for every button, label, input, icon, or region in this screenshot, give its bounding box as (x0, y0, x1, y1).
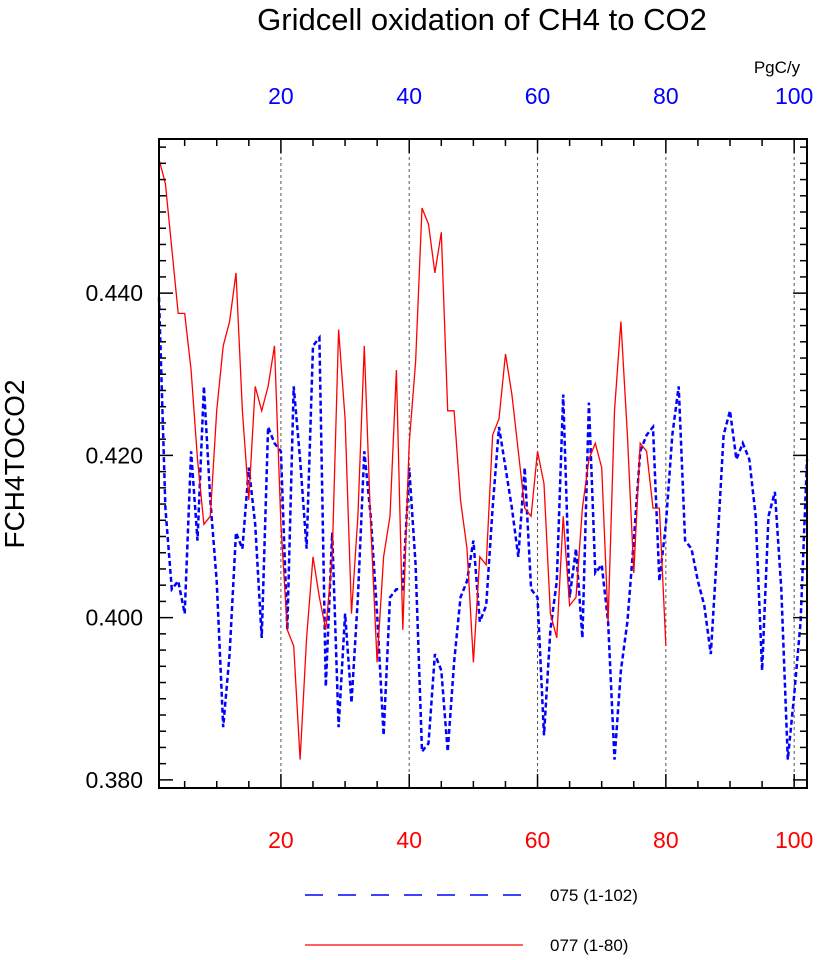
y-tick-label: 0.440 (85, 280, 143, 306)
y-tick-label: 0.420 (85, 442, 143, 468)
chart-title: Gridcell oxidation of CH4 to CO2 (257, 2, 707, 37)
legend-label-2: 077 (1-80) (550, 936, 628, 955)
x-tick-label-bottom: 40 (396, 827, 422, 853)
x-tick-label-top: 40 (396, 83, 422, 109)
x-tick-label-bottom: 20 (268, 827, 294, 853)
y-axis-label: FCH4TOCO2 (0, 379, 30, 548)
x-tick-label-top: 60 (525, 83, 551, 109)
series-line-1 (157, 297, 809, 760)
x-tick-label-top: 80 (653, 83, 679, 109)
axis-ticks (159, 139, 807, 788)
legend: 075 (1-102) 077 (1-80) (305, 886, 638, 955)
x-tick-label-top: 20 (268, 83, 294, 109)
x-tick-label-bottom: 100 (775, 827, 813, 853)
gridlines (280, 139, 795, 788)
plot-frame (158, 138, 808, 789)
top-axis-unit: PgC/y (754, 58, 801, 77)
y-tick-label: 0.400 (85, 605, 143, 631)
legend-label-1: 075 (1-102) (550, 886, 638, 905)
x-tick-label-top: 100 (775, 83, 813, 109)
axis-tick-labels: 0.380 0.400 0.420 0.440 20 40 60 80 100 20 40 60 80 1… (85, 83, 813, 853)
y-tick-label: 0.380 (85, 767, 143, 793)
series-line-2 (158, 159, 667, 760)
x-tick-label-bottom: 80 (653, 827, 679, 853)
x-tick-label-bottom: 60 (525, 827, 551, 853)
plot-lines (157, 159, 809, 760)
